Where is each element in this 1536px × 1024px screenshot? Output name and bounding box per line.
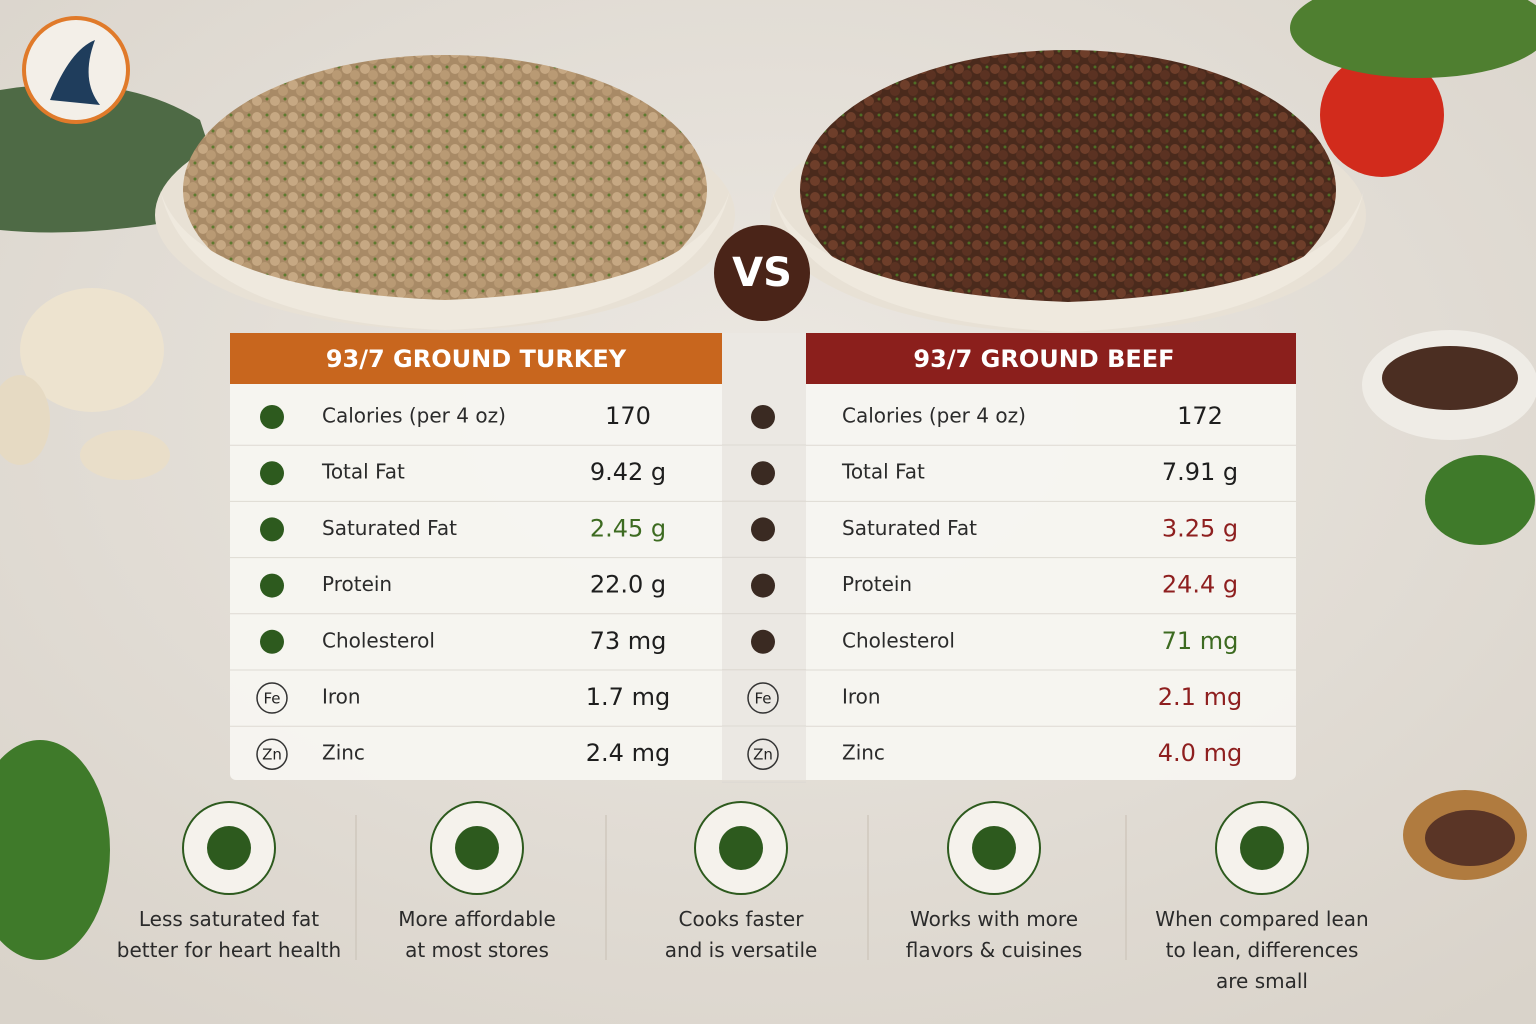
dividers: [355, 815, 1127, 960]
row-label: Calories (per 4 oz): [322, 404, 506, 428]
icon: [260, 405, 284, 429]
icon-text: Fe: [263, 690, 280, 708]
icon: [256, 682, 288, 714]
row-label: Iron: [322, 685, 361, 709]
rows: Calories (per 4 oz) 170 Total Fat 9.42 g Sat…: [230, 402, 1296, 783]
benefit-text: and is versatile: [665, 938, 818, 962]
row-value: 22.0 g: [590, 571, 666, 599]
beef-header: [806, 333, 1296, 384]
icon: [751, 573, 775, 598]
benefit-text: flavors & cuisines: [906, 938, 1082, 962]
row-value: 2.4 mg: [586, 739, 670, 767]
icon: [751, 461, 775, 486]
row-label: Total Fat: [841, 460, 925, 484]
row-value: 172: [1177, 402, 1223, 430]
benefit-text: to lean, differences: [1166, 938, 1359, 962]
icon-text: Zn: [753, 746, 773, 764]
garlic: [0, 288, 170, 480]
beef-title: 93/7 GROUND BEEF: [913, 345, 1174, 373]
beef-bowl: [770, 50, 1366, 333]
row-label: Calories (per 4 oz): [842, 404, 1026, 428]
icon: [260, 629, 284, 654]
benefit-glyph: [455, 826, 499, 870]
benefit-text: When compared lean: [1155, 907, 1368, 931]
tomato: [1320, 53, 1444, 177]
vs-badge: [714, 225, 810, 321]
benefit-text: Cooks faster: [679, 907, 805, 931]
benefit-text: Works with more: [910, 907, 1078, 931]
greens: [1290, 0, 1536, 78]
row-label: Protein: [322, 572, 392, 596]
turkey-bowl: [155, 55, 735, 330]
row-label: Cholesterol: [322, 628, 435, 652]
icon-text: Zn: [262, 746, 282, 764]
icon: [747, 738, 779, 770]
row-value: 3.25 g: [1162, 514, 1238, 542]
row-value: 9.42 g: [590, 458, 666, 486]
icon-text: Fe: [754, 690, 771, 708]
parsley: [0, 740, 110, 960]
row-label: Cholesterol: [842, 628, 955, 652]
turkey-title: 93/7 GROUND TURKEY: [326, 345, 627, 373]
benefit-glyph: [207, 826, 251, 870]
row-label: Protein: [842, 572, 912, 596]
row-label: Total Fat: [321, 460, 405, 484]
row-value: 2.1 mg: [1158, 683, 1242, 711]
benefit-text: Less saturated fat: [139, 907, 319, 931]
icon: [751, 517, 775, 542]
row-label: Zinc: [322, 741, 365, 765]
row-value: 71 mg: [1162, 627, 1239, 655]
row-value: 7.91 g: [1162, 458, 1238, 486]
icon: [747, 682, 779, 714]
vs-text: VS: [732, 250, 792, 296]
benefit-text: better for heart health: [117, 938, 341, 962]
parsley: [1425, 455, 1535, 545]
row-value: 24.4 g: [1162, 571, 1238, 599]
icon: [260, 573, 284, 598]
turkey-header: [230, 333, 722, 384]
icon: [260, 461, 284, 486]
row-value: 170: [605, 402, 651, 430]
benefit-glyph: [1240, 826, 1284, 870]
icon: [751, 629, 775, 654]
benefit-text: at most stores: [405, 938, 549, 962]
benefits: Less saturated fat better for heart healt…: [117, 801, 1369, 993]
benefit-glyph: [719, 826, 763, 870]
icon: [260, 517, 284, 542]
icon: [751, 405, 775, 429]
row-label: Iron: [842, 685, 881, 709]
row-label: Zinc: [842, 741, 885, 765]
row-value: 4.0 mg: [1158, 739, 1242, 767]
row-value: 2.45 g: [590, 514, 666, 542]
row-label: Saturated Fat: [842, 516, 977, 540]
row-value: 1.7 mg: [586, 683, 670, 711]
icon: [256, 738, 288, 770]
row-value: 73 mg: [590, 627, 667, 655]
benefit-text: are small: [1216, 969, 1308, 993]
benefit-glyph: [972, 826, 1016, 870]
benefit-text: More affordable: [398, 907, 556, 931]
row-label: Saturated Fat: [322, 516, 457, 540]
